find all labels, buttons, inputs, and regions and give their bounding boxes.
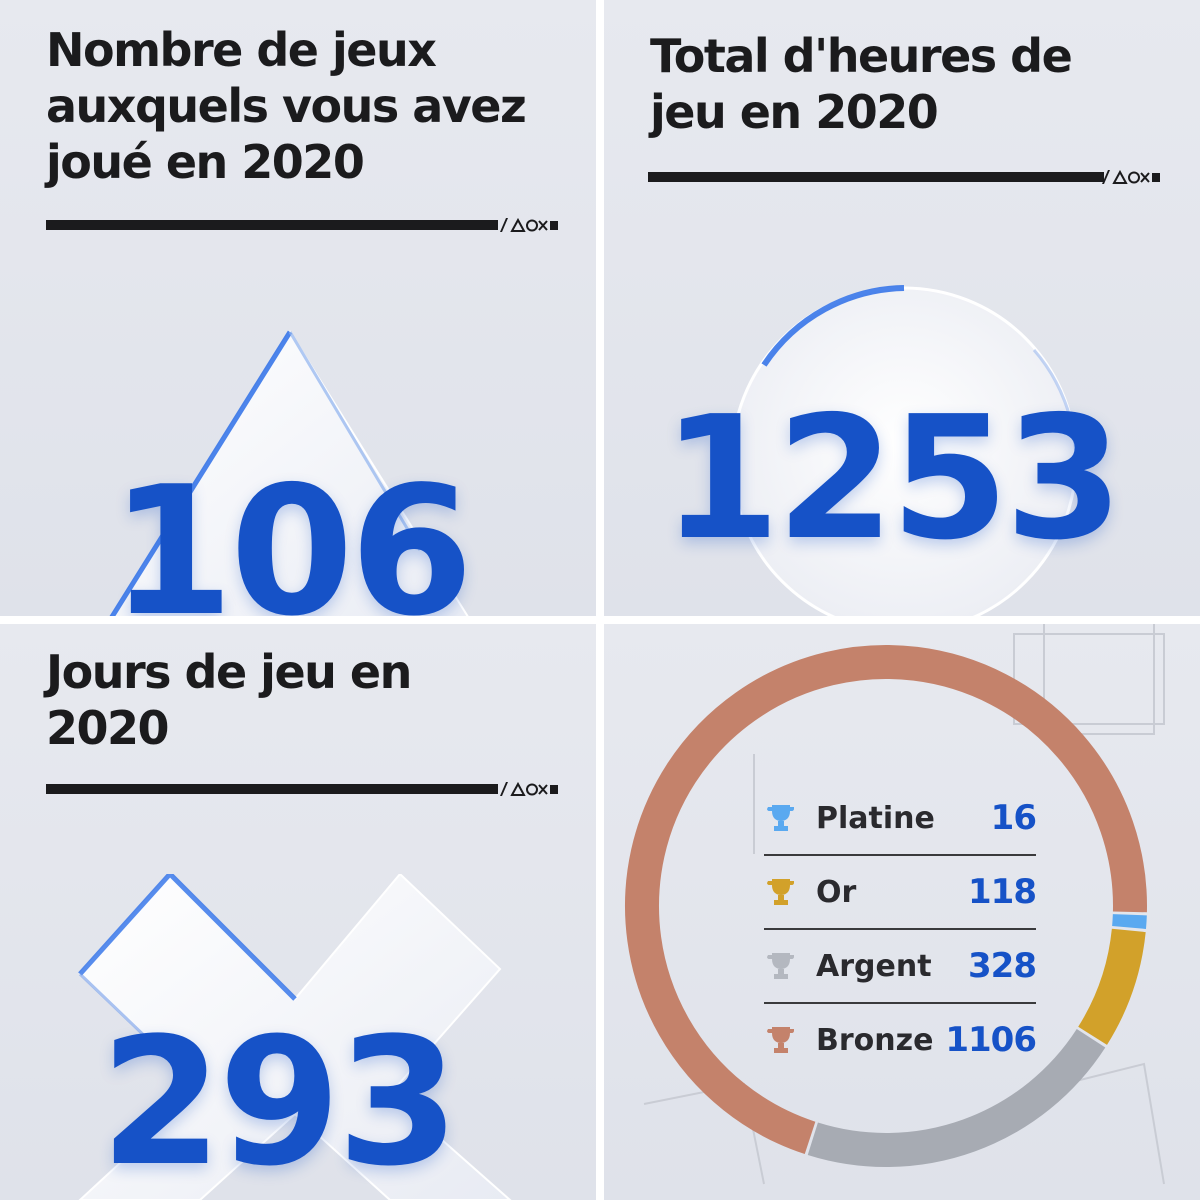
donut-segment-bronze [625, 645, 1147, 1155]
total-hours-title: Total d'heures de jeu en 2020 [650, 28, 1170, 140]
title-line: jeu en 2020 [650, 85, 939, 139]
days-played-value: 293 [100, 1000, 459, 1200]
title-rule [648, 172, 1104, 182]
total-hours-value: 1253 [662, 380, 1123, 578]
legend-value: 1106 [945, 1020, 1037, 1060]
trophies-panel: Platine 16 Or 118 Argent 328 [604, 624, 1200, 1200]
playstation-shapes-icon [1102, 170, 1160, 184]
legend-label: Argent [816, 948, 932, 984]
triangle-icon [109, 330, 469, 616]
playstation-shapes-icon [500, 782, 558, 796]
trophy-platinum-icon [767, 805, 794, 831]
games-played-title: Nombre de jeux auxquels vous avez joué e… [46, 22, 566, 190]
title-line: Total d'heures de [650, 29, 1073, 83]
trophy-silver-icon [767, 953, 794, 979]
legend-value: 16 [990, 798, 1037, 838]
cross-icon [78, 874, 512, 1200]
days-played-title: Jours de jeu en 2020 [46, 644, 566, 756]
legend-label: Bronze [816, 1022, 934, 1058]
playstation-shapes-icon [500, 218, 558, 232]
legend-row-platinum: Platine 16 [764, 782, 1037, 856]
donut-segment-silver [807, 1028, 1106, 1167]
trophy-donut-chart [625, 645, 1147, 1167]
legend-row-gold: Or 118 [764, 856, 1037, 930]
legend-value: 118 [968, 872, 1037, 912]
title-line: auxquels vous avez [46, 79, 527, 133]
legend-label: Or [816, 874, 857, 910]
games-played-panel: Nombre de jeux auxquels vous avez joué e… [0, 0, 596, 616]
days-played-panel: Jours de jeu en 2020 293 [0, 624, 596, 1200]
legend-value: 328 [968, 946, 1037, 986]
title-line: 2020 [46, 701, 170, 755]
circle-icon [730, 285, 1078, 616]
legend-row-silver: Argent 328 [764, 930, 1037, 1004]
donut-segment-gold [1078, 928, 1146, 1045]
legend-label: Platine [816, 800, 935, 836]
title-rule [46, 784, 498, 794]
games-played-value: 106 [110, 448, 474, 616]
title-rule [46, 220, 498, 230]
title-line: Nombre de jeux [46, 23, 437, 77]
trophy-bronze-icon [767, 1027, 794, 1053]
trophy-legend: Platine 16 Or 118 Argent 328 [764, 782, 1037, 1076]
legend-row-bronze: Bronze 1106 [764, 1004, 1037, 1076]
title-line: joué en 2020 [46, 135, 365, 189]
trophy-gold-icon [767, 879, 794, 905]
total-hours-panel: Total d'heures de jeu en 2020 1253 [604, 0, 1200, 616]
title-line: Jours de jeu en [46, 645, 412, 699]
donut-segment-platinum [1112, 914, 1147, 929]
